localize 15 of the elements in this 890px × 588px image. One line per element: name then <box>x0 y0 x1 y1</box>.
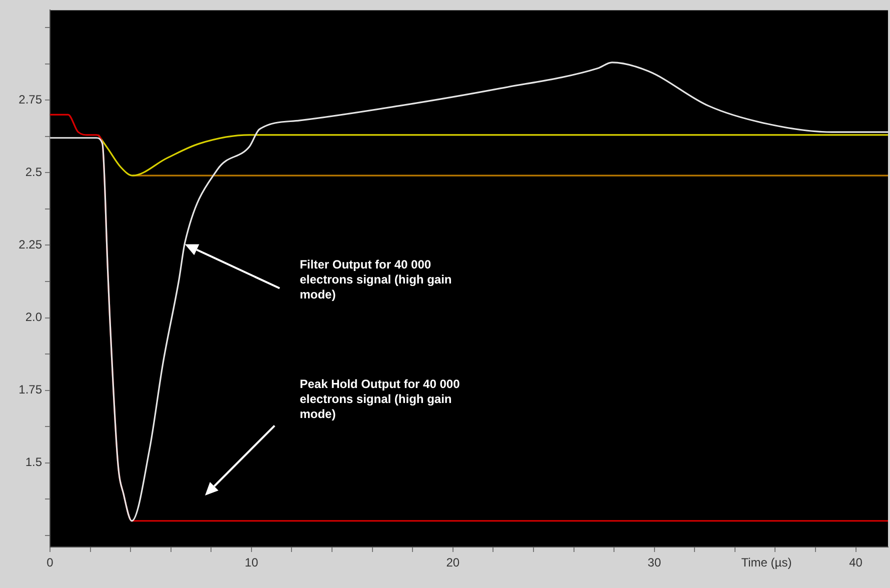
annotation: Filter Output for 40 000 electrons signal (high gain mode) <box>300 258 452 302</box>
y-tick-label: 2.25 <box>18 238 42 252</box>
x-tick-label: 40 <box>849 556 863 570</box>
y-tick-label: 2.75 <box>18 92 42 106</box>
x-tick-label: 10 <box>244 556 258 570</box>
x-tick-label: 30 <box>648 556 662 570</box>
x-axis-title: Time (µs) <box>741 555 792 570</box>
x-tick-label: 20 <box>446 556 460 570</box>
x-tick-label: 0 <box>46 556 54 570</box>
y-tick-label: 2.0 <box>25 310 42 324</box>
y-tick-label: 1.75 <box>18 382 42 397</box>
line-series <box>98 134 888 176</box>
annotation: Peak Hold Output for 40 000 electrons signal (high gain mode) <box>300 376 460 421</box>
y-tick-label: 1.5 <box>25 455 42 470</box>
y-tick-label: 2.5 <box>25 165 42 180</box>
